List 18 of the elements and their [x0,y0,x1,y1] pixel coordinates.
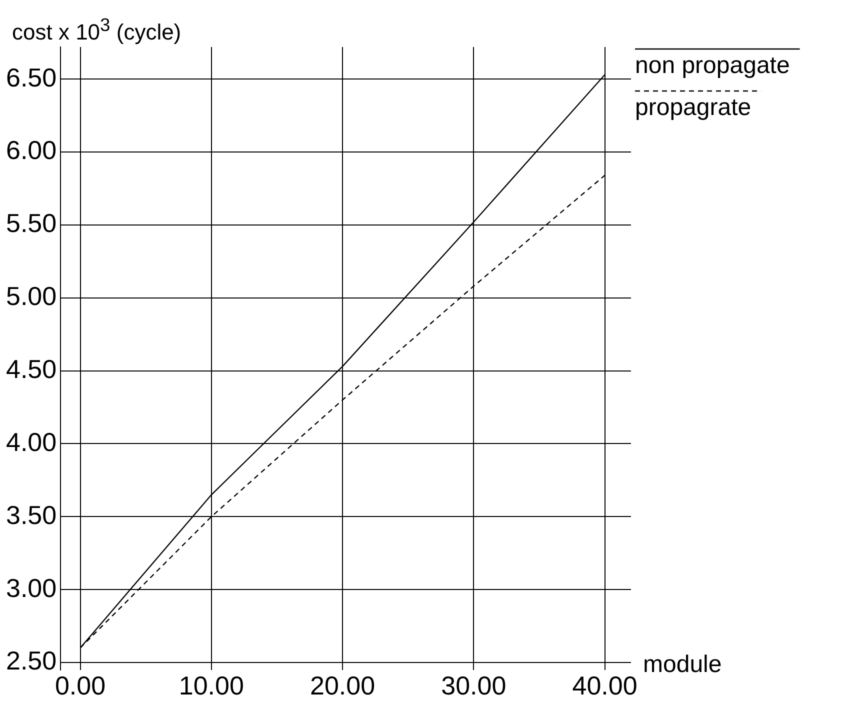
y-tick-label: 5.00 [6,281,57,312]
y-tick-label: 4.50 [6,354,57,384]
x-tick-label: 30.00 [441,670,506,701]
y-axis-title: cost x 10$^{3}$ (cycle) [12,13,182,46]
x-tick-label: 20.00 [310,670,376,701]
y-tick-label: 4.00 [6,426,57,457]
y-tick-label: 2.50 [6,646,57,676]
x-tick-label: 0.00 [54,670,106,701]
y-tick-label: 5.50 [6,208,57,238]
x-tick-label: 10.00 [178,670,244,701]
series-label: non propagate [635,52,790,79]
y-tick-label: 6.00 [6,135,57,166]
x-tick-label: 40.00 [572,670,638,701]
x-axis-title: module [643,650,722,678]
text: propagrate [635,94,752,121]
y-tick-label: 3.00 [6,572,57,603]
y-tick-label: 6.50 [6,62,57,92]
y-tick-label: 3.50 [6,500,57,530]
